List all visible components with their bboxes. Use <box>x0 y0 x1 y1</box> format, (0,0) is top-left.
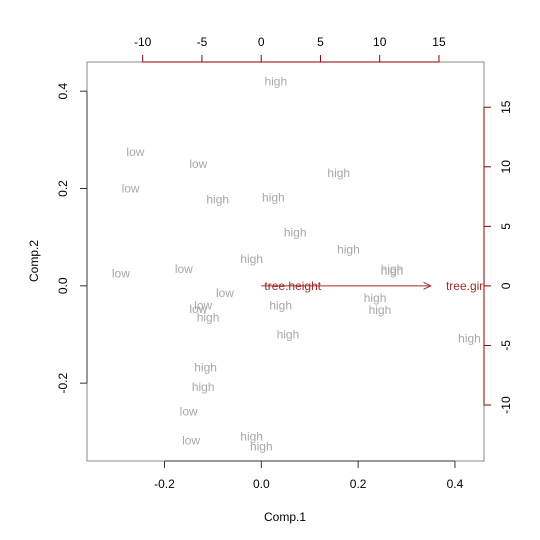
point-label-high: high <box>327 166 350 180</box>
point-label-high: high <box>206 193 229 207</box>
top-axis: -10 -5 0 5 10 15 <box>134 35 446 63</box>
x-tick-label: 0.4 <box>447 477 464 491</box>
right-tick-label: 15 <box>499 100 513 114</box>
top-tick-label: 15 <box>432 35 446 49</box>
point-label-low: low <box>182 434 200 448</box>
x-tick-label: 0.2 <box>350 477 367 491</box>
point-label-high: high <box>337 242 360 256</box>
point-label-high: high <box>369 303 392 317</box>
left-axis: -0.2 0.0 0.2 0.4 <box>56 83 88 393</box>
right-axis: -10 -5 0 5 10 15 <box>483 100 513 414</box>
point-label-high: high <box>197 310 220 324</box>
point-label-high: high <box>264 74 287 88</box>
point-label-high: high <box>284 225 307 239</box>
point-label-high: high <box>240 430 263 444</box>
right-tick-label: 10 <box>499 160 513 174</box>
right-tick-label: -10 <box>499 396 513 414</box>
x-tick-label: -0.2 <box>154 477 175 491</box>
point-label-low: low <box>216 286 234 300</box>
right-tick-label: 0 <box>499 282 513 289</box>
point-label-low: low <box>112 267 130 281</box>
point-label-high: high <box>192 380 215 394</box>
right-tick-label: 5 <box>499 223 513 230</box>
y-axis-title: Comp.2 <box>27 240 41 282</box>
x-axis-title: Comp.1 <box>264 510 306 524</box>
loading-label: tree.gir <box>446 279 483 293</box>
point-label-low: low <box>194 298 212 312</box>
point-label-low: low <box>189 302 207 316</box>
point-label-low: low <box>189 157 207 171</box>
point-label-high: high <box>364 291 387 305</box>
point-label-high: high <box>381 264 404 278</box>
point-label-high: high <box>381 262 404 276</box>
point-label-high: high <box>458 331 481 345</box>
top-tick-label: 10 <box>373 35 387 49</box>
point-label-low: low <box>180 404 198 418</box>
point-label-low: low <box>122 182 140 196</box>
right-tick-label: -5 <box>499 340 513 351</box>
y-tick-label: 0.2 <box>56 180 70 197</box>
top-tick-label: 5 <box>317 35 324 49</box>
top-tick-label: -5 <box>197 35 208 49</box>
point-label-high: high <box>240 252 263 266</box>
y-tick-label: -0.2 <box>56 372 70 393</box>
point-label-high: high <box>269 298 292 312</box>
point-label-high: high <box>277 327 300 341</box>
bottom-axis: -0.2 0.0 0.2 0.4 <box>154 460 464 491</box>
point-label-high: high <box>194 361 217 375</box>
loadings-layer: tree.height tree.gir <box>261 279 483 293</box>
y-tick-label: 0.0 <box>56 277 70 294</box>
plot-frame <box>86 61 485 462</box>
point-label-high: high <box>250 439 273 453</box>
point-label-low: low <box>175 262 193 276</box>
y-tick-label: 0.4 <box>56 83 70 100</box>
point-label-high: high <box>262 190 285 204</box>
top-tick-label: -10 <box>134 35 152 49</box>
x-tick-label: 0.0 <box>253 477 270 491</box>
top-tick-label: 0 <box>258 35 265 49</box>
loading-arrow-head <box>423 281 432 290</box>
point-label-low: low <box>126 145 144 159</box>
